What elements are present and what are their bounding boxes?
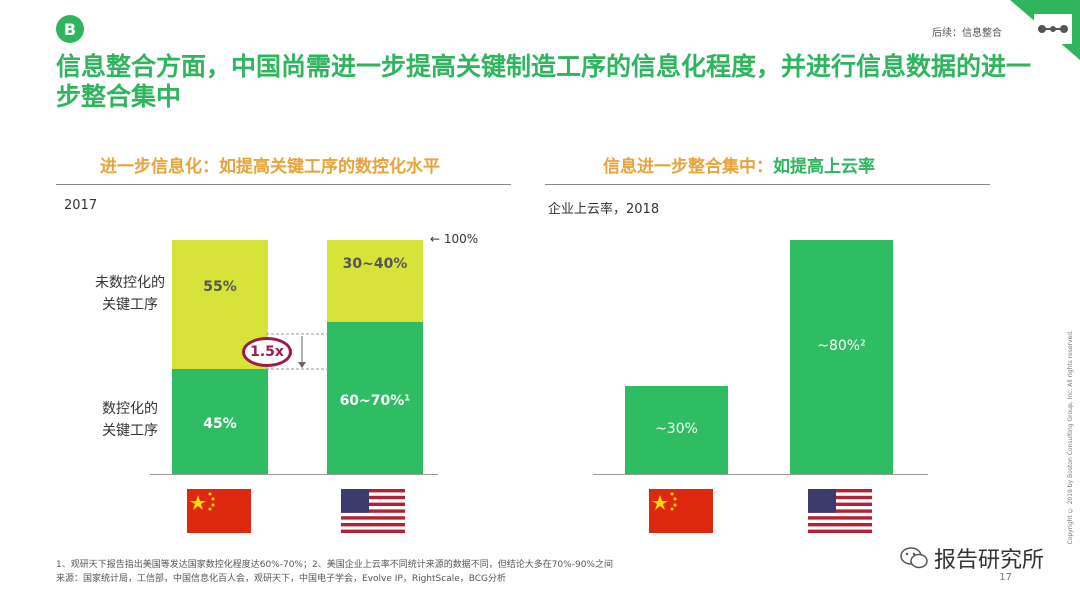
label-usa-non-digitized: 30~40% xyxy=(342,255,408,272)
arrow-left-icon: ← xyxy=(430,232,441,246)
corner-logo-icon xyxy=(1010,0,1080,60)
label-china-non-digitized: 55% xyxy=(203,279,237,296)
right-heading-prefix: 信息进一步整合集中： xyxy=(603,157,773,177)
footnote-line1: 1、观研天下报告指出美国等发达国家数控化程度达60%-70%；2、美国企业上云率… xyxy=(56,560,613,570)
china-flag-icon-right xyxy=(649,489,713,533)
label-china-digitized: 45% xyxy=(203,416,237,433)
left-section-heading: 进一步信息化：如提高关键工序的数控化水平 xyxy=(100,152,440,177)
right-section-heading: 信息进一步整合集中：如提高上云率 xyxy=(603,152,875,177)
page-title: 信息整合方面，中国尚需进一步提高关键制造工序的信息化程度，并进行信息数据的进一步… xyxy=(56,52,1032,111)
bar-usa-digitized xyxy=(327,321,423,474)
page-number: 17 xyxy=(999,572,1012,583)
right-baseline xyxy=(593,474,928,475)
bar-china-cloud xyxy=(625,386,728,474)
pointer-label: 100% xyxy=(443,232,479,246)
usa-flag-icon xyxy=(341,489,405,533)
right-heading-rule xyxy=(545,184,990,185)
top-category-label: 未数控化的 关键工序 xyxy=(95,275,165,313)
watermark-text: 报告研究所 xyxy=(933,548,1044,573)
left-heading-text: 如提高关键工序的数控化水平 xyxy=(219,157,440,177)
gap-annotation xyxy=(266,333,328,370)
china-flag-icon xyxy=(187,489,251,533)
right-heading-text: 如提高上云率 xyxy=(773,157,875,177)
breadcrumb: 后续：信息整合 xyxy=(932,28,1002,39)
label-usa-cloud: ~80%² xyxy=(817,338,866,354)
left-baseline xyxy=(150,474,438,475)
left-heading-rule xyxy=(56,184,511,185)
bar-usa-non-digitized xyxy=(327,240,423,322)
bottom-category-label: 数控化的 关键工序 xyxy=(102,401,158,439)
left-year: 2017 xyxy=(64,198,98,213)
watermark: 报告研究所 xyxy=(900,542,1044,574)
usa-flag-icon-right xyxy=(808,489,872,533)
wechat-icon xyxy=(900,547,928,569)
footnote-line2: 来源：国家统计局，工信部，中国信息化百人会，观研天下，中国电子学会，Evolve… xyxy=(56,574,507,584)
multiplier-badge: 1.5x xyxy=(242,337,292,367)
section-badge: B xyxy=(56,15,84,43)
left-heading-prefix: 进一步信息化： xyxy=(100,157,219,177)
label-usa-digitized: 60~70%¹ xyxy=(339,392,411,409)
bar-china-digitized xyxy=(172,368,268,474)
label-china-cloud: ~30% xyxy=(655,421,698,438)
right-subtitle: 企业上云率，2018 xyxy=(548,202,660,217)
bar-usa-cloud xyxy=(790,240,893,474)
copyright-text: Copyright © 2019 by Boston Consulting Gr… xyxy=(1067,330,1074,545)
hundred-percent-pointer: ← 100% xyxy=(430,232,478,246)
